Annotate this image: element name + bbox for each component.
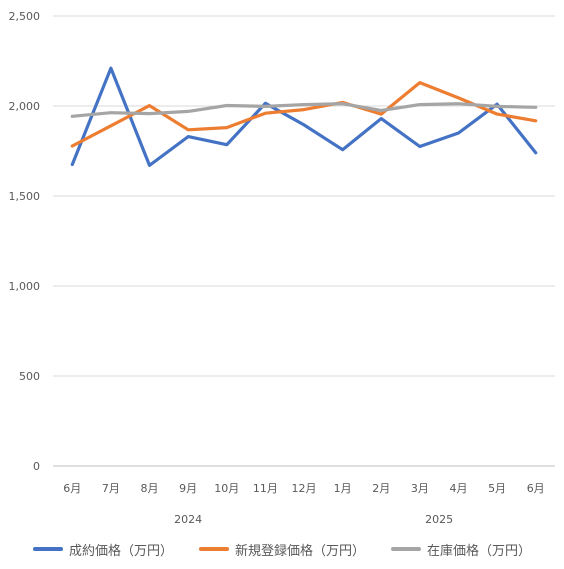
plot-area: [70, 66, 538, 167]
x-tick-label: 6月: [63, 482, 81, 495]
x-group-label: 2024: [174, 513, 202, 526]
legend-swatch: [32, 547, 63, 551]
x-tick-label: 5月: [488, 482, 506, 495]
x-tick-label: 9月: [179, 482, 197, 495]
legend-item: 成約価格（万円）: [32, 540, 173, 559]
x-tick-label: 6月: [527, 482, 545, 495]
legend-swatch: [198, 547, 229, 551]
legend: 成約価格（万円） 新規登録価格（万円） 在庫価格（万円）: [0, 538, 564, 560]
series-line: [70, 102, 538, 118]
x-tick-label: 1月: [334, 482, 352, 495]
x-tick-label: 7月: [102, 482, 120, 495]
x-tick-label: 2月: [372, 482, 390, 495]
legend-label: 新規登録価格（万円）: [234, 543, 365, 559]
y-tick-label: 1,000: [9, 280, 41, 293]
legend-swatch: [391, 547, 421, 551]
series-line: [70, 66, 538, 167]
gridlines: [53, 15, 555, 467]
x-tick-label: 4月: [449, 482, 467, 495]
x-tick-label: 11月: [253, 482, 278, 495]
x-tick-label: 8月: [141, 482, 159, 495]
legend-item: 在庫価格（万円）: [391, 540, 531, 559]
x-axis: 6月 7月 8月 9月 10月 11月 12月 1月 2月 3月 4月 5月 6月 2024 2025: [63, 482, 544, 526]
legend-label: 在庫価格（万円）: [427, 543, 532, 559]
y-tick-label: 500: [19, 370, 40, 383]
x-group-label: 2025: [425, 513, 453, 526]
x-tick-label: 3月: [411, 482, 429, 495]
x-tick-label: 10月: [214, 482, 239, 495]
line-chart: 0 500 1,000 1,500 2,000 2,500 6月 7月 8月 9月 10月 11月 1…: [9, 10, 555, 526]
legend-item: 新規登録価格（万円）: [198, 540, 365, 559]
legend-label: 成約価格（万円）: [68, 543, 173, 559]
y-tick-label: 1,500: [9, 190, 41, 203]
y-tick-label: 2,000: [9, 100, 41, 113]
y-tick-label: 2,500: [9, 10, 41, 23]
x-tick-label: 12月: [292, 482, 317, 495]
y-axis: 0 500 1,000 1,500 2,000 2,500: [9, 10, 41, 473]
y-tick-label: 0: [33, 460, 40, 473]
